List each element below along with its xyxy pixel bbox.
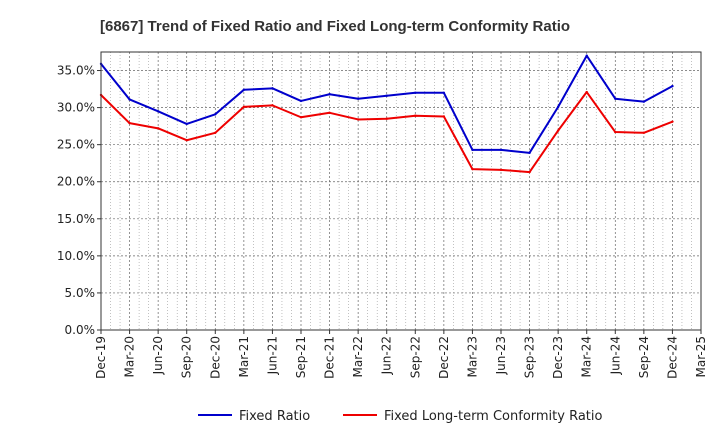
- data-point: [642, 131, 646, 135]
- y-tick-label: 15.0%: [57, 212, 95, 226]
- axes: 0.0% 5.0% 10.0% 15.0% 20.0% 25.0% 30.0% 35.0% De…: [57, 51, 708, 379]
- x-tick-label: Mar-21: [237, 336, 251, 377]
- data-point: [471, 148, 474, 152]
- data-point: [328, 93, 331, 96]
- data-point: [499, 148, 503, 152]
- data-point: [356, 97, 360, 100]
- data-point: [214, 113, 217, 116]
- data-point: [156, 110, 160, 113]
- y-tick-label: 10.0%: [57, 249, 95, 263]
- x-tick-label: Mar-25: [694, 336, 708, 377]
- data-point: [528, 170, 531, 174]
- data-point: [185, 122, 188, 126]
- data-point: [156, 127, 160, 130]
- x-tick-label: Mar-22: [351, 336, 365, 377]
- y-tick-label: 35.0%: [57, 64, 95, 78]
- data-point: [214, 131, 217, 135]
- x-tick-label: Dec-24: [665, 336, 679, 379]
- data-point: [442, 115, 446, 118]
- x-tick-label: Jun-21: [265, 336, 279, 375]
- data-point: [328, 111, 331, 114]
- chart-title: [6867] Trend of Fixed Ratio and Fixed Lo…: [100, 18, 570, 35]
- data-point: [585, 90, 588, 94]
- grid: [100, 52, 702, 331]
- data-point: [128, 121, 131, 125]
- legend: Fixed Ratio Fixed Long-term Conformity Ra…: [198, 409, 603, 424]
- data-point: [271, 87, 274, 90]
- plot-frame: [100, 51, 702, 331]
- data-point: [385, 94, 388, 97]
- data-point: [442, 91, 446, 94]
- data-point: [271, 104, 274, 107]
- x-tick-label: Dec-21: [323, 336, 337, 379]
- data-point: [385, 117, 388, 120]
- data-point: [585, 54, 588, 57]
- legend-label: Fixed Long-term Conformity Ratio: [384, 409, 603, 424]
- x-tick-label: Jun-22: [380, 336, 394, 375]
- x-tick-label: Mar-24: [580, 336, 594, 377]
- data-point: [556, 129, 560, 132]
- x-tick-label: Dec-19: [94, 336, 108, 379]
- y-tick-label: 30.0%: [57, 101, 95, 115]
- x-tick-label: Jun-23: [494, 336, 508, 375]
- data-point: [414, 114, 417, 117]
- data-point: [242, 88, 246, 92]
- x-tick-label: Dec-23: [551, 336, 565, 379]
- x-tick-label: Sep-22: [408, 336, 422, 378]
- data-point: [556, 105, 560, 109]
- data-point: [299, 99, 303, 103]
- x-tick-label: Dec-22: [437, 336, 451, 379]
- data-point: [499, 168, 503, 172]
- data-point: [528, 151, 531, 155]
- data-point: [614, 130, 617, 134]
- x-tick-label: Jun-24: [608, 336, 622, 375]
- x-tick-label: Jun-20: [151, 336, 165, 375]
- data-point: [128, 98, 131, 101]
- data-point: [471, 167, 474, 171]
- x-tick-label: Mar-23: [465, 336, 479, 377]
- data-point: [414, 91, 417, 94]
- data-point: [242, 105, 246, 109]
- x-tick-label: Mar-20: [123, 336, 137, 377]
- x-tick-label: Sep-21: [294, 336, 308, 378]
- data-point: [671, 120, 674, 123]
- data-point: [356, 118, 360, 121]
- x-tick-label: Sep-23: [523, 336, 537, 378]
- x-tick-label: Sep-20: [180, 336, 194, 378]
- data-point: [299, 116, 303, 119]
- y-tick-label: 20.0%: [57, 175, 95, 189]
- legend-label: Fixed Ratio: [239, 409, 310, 424]
- data-point: [642, 100, 646, 103]
- y-tick-label: 25.0%: [57, 138, 95, 152]
- data-point: [671, 84, 674, 88]
- y-tick-label: 0.0%: [65, 323, 96, 337]
- y-tick-label: 5.0%: [65, 286, 96, 300]
- x-tick-label: Dec-20: [208, 336, 222, 379]
- data-point: [185, 139, 188, 142]
- data-point: [614, 97, 617, 100]
- series-lines: [99, 54, 674, 174]
- x-tick-label: Sep-24: [637, 336, 651, 378]
